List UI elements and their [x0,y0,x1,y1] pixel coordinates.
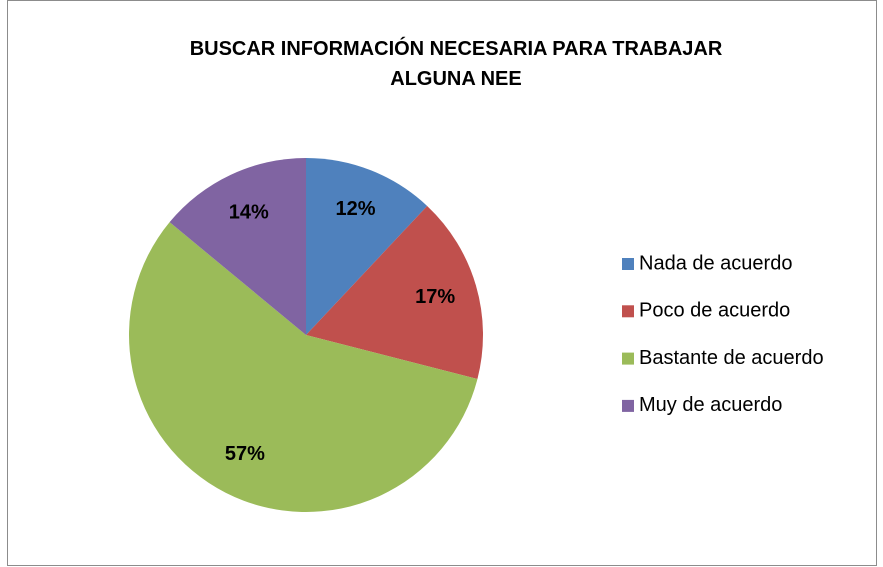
pie-slice [306,158,428,335]
legend-label: Muy de acuerdo [639,394,782,416]
chart-frame [7,0,877,566]
data-label: 12% [336,198,376,220]
legend-swatch [622,352,634,365]
legend-swatch [622,399,634,412]
legend-label: Bastante de acuerdo [639,347,824,369]
pie-slice [129,222,478,512]
legend-label: Nada de acuerdo [639,252,792,274]
data-label: 14% [229,202,269,224]
legend-swatch [622,305,634,318]
pie-slice [169,158,306,335]
data-label: 57% [225,443,265,465]
chart-title: BUSCAR INFORMACIÓN NECESARIA PARA TRABAJ… [189,38,723,90]
legend-swatch [622,258,634,270]
legend-label: Poco de acuerdo [639,300,790,322]
data-label: 17% [415,286,455,308]
pie-slice [306,205,483,380]
